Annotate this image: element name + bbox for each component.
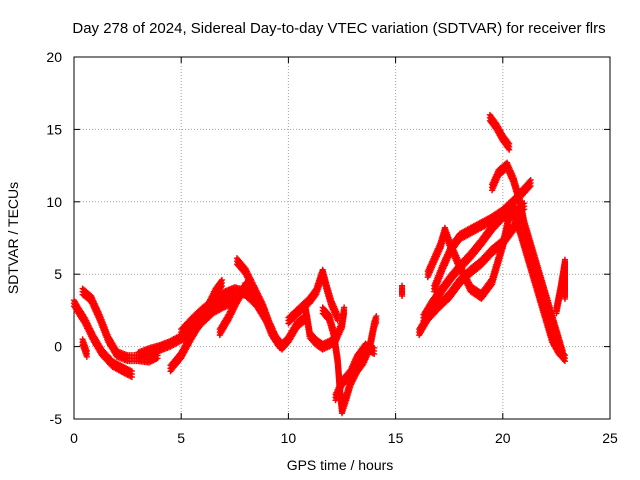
- y-axis-label: SDTVAR / TECUs: [5, 182, 21, 294]
- data-points: [71, 111, 568, 417]
- series-trace-i: [285, 266, 341, 327]
- data-point: [128, 374, 135, 381]
- axis-ticks: 0 5 10 15 20 25 -5 0 5 10 15 20: [46, 49, 618, 446]
- data-point: [218, 284, 225, 291]
- series-trace-c: [79, 336, 90, 360]
- series-trace-a: [71, 297, 135, 381]
- y-tick-label: 5: [54, 266, 62, 282]
- chart-title: Day 278 of 2024, Sidereal Day-to-day VTE…: [72, 20, 605, 37]
- x-tick-label: 10: [281, 430, 297, 446]
- data-point: [154, 355, 161, 362]
- y-tick-label: 20: [46, 49, 62, 65]
- x-tick-label: 25: [602, 430, 618, 446]
- data-point: [83, 353, 90, 360]
- data-point: [218, 282, 225, 289]
- y-tick-label: -5: [50, 411, 63, 427]
- x-tick-label: 5: [177, 430, 185, 446]
- y-tick-label: 15: [46, 121, 62, 137]
- data-point: [341, 310, 348, 317]
- plot-frame: [73, 56, 611, 420]
- y-tick-label: 0: [54, 339, 62, 355]
- series-trace-h: [233, 255, 309, 353]
- x-axis-label: GPS time / hours: [287, 457, 394, 473]
- y-tick-label: 10: [46, 194, 62, 210]
- data-point: [371, 350, 378, 357]
- data-point: [373, 319, 380, 326]
- series-trace-b: [79, 285, 161, 366]
- x-tick-label: 20: [495, 430, 511, 446]
- series-trace-l: [332, 340, 378, 404]
- x-tick-label: 15: [388, 430, 404, 446]
- x-tick-label: 0: [70, 430, 78, 446]
